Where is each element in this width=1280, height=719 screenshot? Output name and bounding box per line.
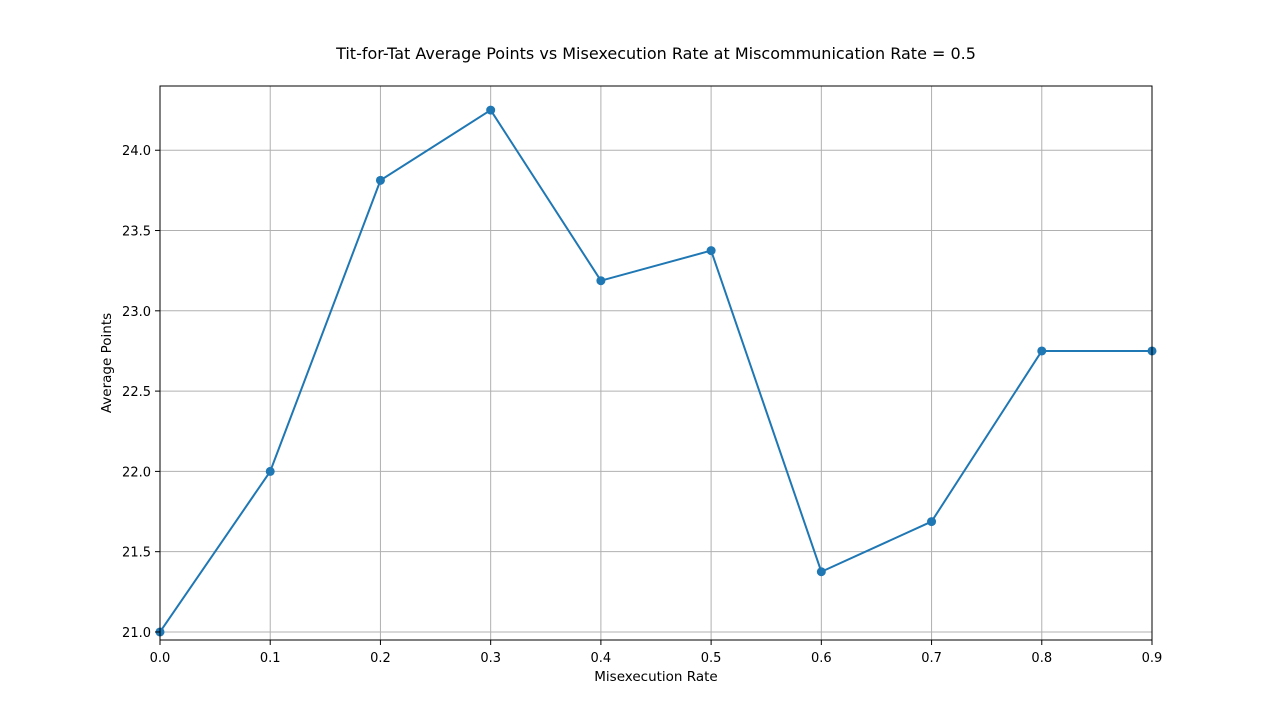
data-point [816,567,826,577]
x-axis-label: Misexecution Rate [594,669,717,685]
y-tick-label: 21.5 [122,546,151,561]
x-tick-label: 0.9 [1142,651,1163,666]
y-tick-label: 23.0 [122,305,151,320]
data-point [927,517,937,527]
x-tick-label: 0.3 [480,651,501,666]
x-tick-label: 0.2 [370,651,391,666]
series-line [159,109,1152,633]
x-tick-label: 0.7 [921,651,942,666]
data-point [375,175,385,185]
data-point [486,105,496,115]
x-axis-ticks: 0.0 0.1 0.2 0.3 0.4 0.5 0.6 0.7 0.8 0.9 [150,640,1163,666]
chart-title: Tit-for-Tat Average Points vs Misexecuti… [335,44,976,63]
data-point [706,246,716,256]
y-tick-label: 21.0 [122,626,151,641]
x-tick-label: 0.1 [260,651,281,666]
data-point [596,276,606,286]
data-point [265,466,275,476]
grid-lines [159,86,1153,640]
plot-frame [159,85,1153,641]
y-tick-label: 22.5 [122,385,151,400]
y-axis-ticks: 21.0 21.5 22.0 22.5 23.0 23.5 24.0 [122,144,160,641]
x-tick-label: 0.0 [150,651,171,666]
y-axis-label: Average Points [99,313,115,413]
data-point [1037,346,1047,356]
x-tick-label: 0.8 [1031,651,1052,666]
x-tick-label: 0.5 [701,651,722,666]
y-tick-label: 23.5 [122,225,151,240]
y-tick-label: 22.0 [122,465,151,480]
series-layer [155,105,1157,637]
y-tick-label: 24.0 [122,144,151,159]
x-tick-label: 0.6 [811,651,832,666]
x-tick-label: 0.4 [591,651,612,666]
